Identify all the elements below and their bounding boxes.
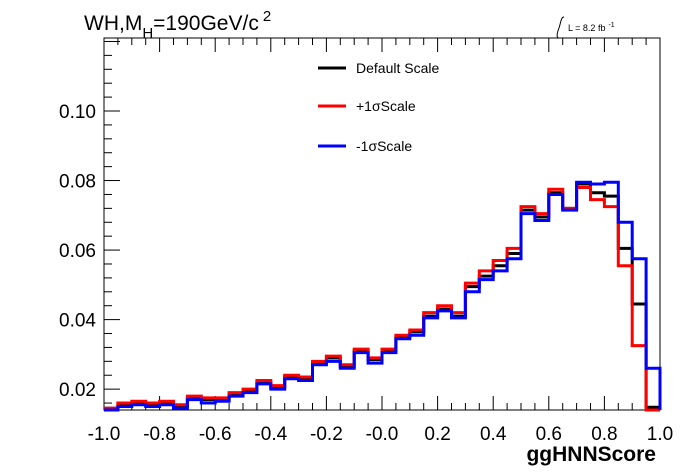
lumi-value: L = 8.2 fb — [568, 23, 605, 33]
title-subscript: H — [142, 25, 153, 42]
series-layer — [104, 180, 662, 412]
legend-label: Default Scale — [356, 60, 439, 76]
y-tick-label: 0.10 — [59, 102, 96, 123]
luminosity-label: L = 8.2 fb -1 — [556, 16, 615, 39]
title-rest: =190GeV/c — [153, 12, 259, 35]
y-tick-labels: 0.02 0.04 0.06 0.08 0.10 — [59, 102, 96, 401]
x-tick-label: -0.2 — [310, 424, 343, 445]
integral-symbol — [556, 16, 565, 39]
y-tick-label: 0.02 — [59, 380, 96, 401]
legend-label: -1σScale — [356, 138, 412, 154]
legend: Default Scale +1σScale -1σScale — [318, 60, 439, 154]
x-tick-label: -0.0 — [366, 424, 399, 445]
y-tick-label: 0.06 — [59, 241, 96, 262]
x-tick-label: 0.2 — [424, 424, 450, 445]
x-tick-label: -1.0 — [88, 424, 121, 445]
title-main: WH,M — [84, 12, 142, 35]
lumi-superscript: -1 — [608, 22, 614, 29]
x-tick-labels: -1.0 -0.8 -0.6 -0.4 -0.2 -0.0 0.2 0.4 0.6 0.8 1.0 — [88, 424, 674, 445]
x-tick-label: -0.8 — [143, 424, 176, 445]
x-tick-label: -0.4 — [254, 424, 287, 445]
x-tick-label: 0.4 — [480, 424, 507, 445]
chart-title: WH,MH=190GeV/c 2 — [84, 8, 271, 42]
x-tick-label: 1.0 — [647, 424, 673, 445]
x-tick-label: 0.6 — [536, 424, 562, 445]
x-tick-label: -0.6 — [199, 424, 232, 445]
x-axis-label: ggHNNScore — [526, 443, 656, 466]
legend-label: +1σScale — [356, 98, 416, 114]
x-tick-label: 0.8 — [591, 424, 617, 445]
lumi-text: L = 8.2 fb -1 — [568, 22, 615, 33]
y-tick-label: 0.08 — [59, 172, 96, 193]
y-tick-label: 0.04 — [59, 311, 96, 332]
title-superscript: 2 — [263, 8, 271, 25]
series-line-2 — [104, 180, 662, 412]
